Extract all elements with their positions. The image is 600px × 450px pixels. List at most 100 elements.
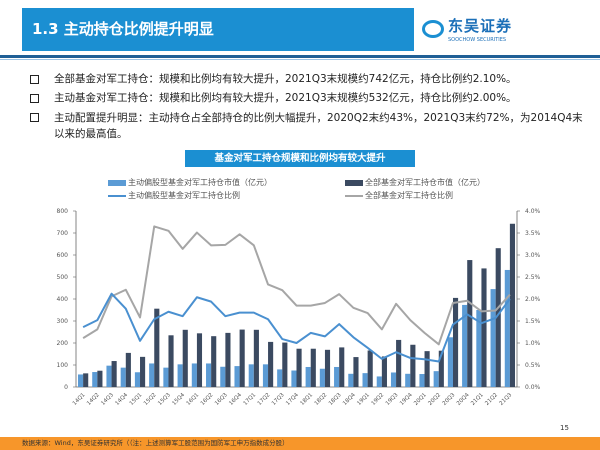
right-tick-label: 3.5% xyxy=(525,230,541,237)
right-tick-label: 1.5% xyxy=(525,318,541,325)
bar-all xyxy=(367,350,373,387)
bullet-text: 主动基金对军工持仓：规模和比例均有较大提升，2021Q3末规模约532亿元，持仓… xyxy=(54,92,517,104)
legend-label: 全部基金对军工持仓市值（亿元） xyxy=(365,178,485,187)
bar-active xyxy=(319,368,325,387)
x-tick-label: 21Q1 xyxy=(470,392,485,407)
footer-bar: 数据来源：Wind，东吴证券研究所（（注：上述测算军工股范围为国防军工申万指数成… xyxy=(0,437,600,450)
combo-chart: 0 100 200 300 400 500 600 700 800 0.0% 0.5% 1.0% 1.5… xyxy=(57,208,541,407)
bar-active xyxy=(462,304,468,387)
x-tick-label: 18Q4 xyxy=(342,392,357,407)
bar-all xyxy=(282,342,288,387)
bullet-item: 全部基金对军工持仓：规模和比例均有较大提升，2021Q3末规模约742亿元，持仓… xyxy=(30,70,590,89)
bar-active xyxy=(362,373,368,387)
bar-all xyxy=(452,297,459,387)
bar-all xyxy=(111,361,117,387)
x-tick-label: 20Q3 xyxy=(442,392,457,407)
x-tick-label: 15Q3 xyxy=(157,392,172,407)
x-tick-label: 18Q3 xyxy=(328,392,343,407)
bar-all xyxy=(83,373,89,387)
legend-swatch xyxy=(108,180,126,186)
legend-label: 主动偏股型基金对军工持仓市值（亿元） xyxy=(128,178,272,187)
left-tick-label: 500 xyxy=(57,274,69,281)
legend-item-all-line: 全部基金对军工持仓比例 xyxy=(345,191,453,201)
chart-title: 基金对军工持仓规模和比例均有较大提升 xyxy=(185,150,415,167)
bar-all xyxy=(239,329,245,387)
header-divider xyxy=(0,55,600,58)
bar-active xyxy=(234,366,240,387)
x-tick-label: 16Q4 xyxy=(228,392,243,407)
x-tick-label: 19Q3 xyxy=(385,392,400,407)
bar-all xyxy=(154,308,160,387)
bar-active xyxy=(262,364,269,387)
legend-item-all-bar: 全部基金对军工持仓市值（亿元） xyxy=(345,178,485,188)
x-tick-label: 20Q1 xyxy=(413,392,428,407)
x-tick-label: 16Q2 xyxy=(200,392,215,407)
bar-all xyxy=(381,356,387,387)
x-tick-label: 14Q2 xyxy=(86,392,101,407)
bullet-text: 全部基金对军工持仓：规模和比例均有较大提升，2021Q3末规模约742亿元，持仓… xyxy=(54,73,517,85)
x-tick-label: 15Q2 xyxy=(143,392,158,407)
x-tick-label: 17Q1 xyxy=(243,392,258,407)
right-tick-label: 0.0% xyxy=(525,384,541,391)
bar-all xyxy=(211,336,217,387)
x-tick-label: 17Q4 xyxy=(285,392,300,407)
bar-active xyxy=(163,367,169,387)
x-tick-label: 19Q4 xyxy=(399,392,414,407)
left-tick-label: 700 xyxy=(57,230,69,237)
bar-all xyxy=(168,335,174,387)
right-tick-label: 2.0% xyxy=(525,296,541,303)
left-tick-label: 200 xyxy=(57,340,69,347)
left-tick-label: 600 xyxy=(57,252,69,259)
legend-item-active-line: 主动偏股型基金对军工持仓比例 xyxy=(108,191,240,201)
bar-active xyxy=(134,372,141,387)
x-tick-label: 16Q1 xyxy=(186,392,201,407)
bar-all xyxy=(182,329,188,387)
bullet-item: 主动配置提升明显：主动持仓占全部持仓的比例大幅提升，2020Q2末约43%，20… xyxy=(30,108,590,142)
bar-all xyxy=(268,341,274,387)
bar-active xyxy=(447,337,453,387)
page-number: 15 xyxy=(560,424,569,432)
bar-all xyxy=(310,348,316,387)
bar-active xyxy=(476,310,482,387)
x-tick-label: 18Q2 xyxy=(314,392,329,407)
bar-all xyxy=(438,350,444,387)
bar-active xyxy=(106,365,112,387)
bar-active xyxy=(376,376,382,387)
legend-swatch xyxy=(108,195,126,197)
bullet-item: 主动基金对军工持仓：规模和比例均有较大提升，2021Q3末规模约532亿元，持仓… xyxy=(30,89,590,108)
bar-all xyxy=(324,349,331,387)
legend-item-active-bar: 主动偏股型基金对军工持仓市值（亿元） xyxy=(108,178,272,188)
bar-all xyxy=(296,348,302,387)
x-tick-label: 21Q2 xyxy=(484,392,499,407)
bar-active xyxy=(248,364,254,387)
bar-all xyxy=(396,339,402,387)
bar-active xyxy=(291,370,297,387)
legend-swatch xyxy=(345,195,363,197)
x-tick-label: 14Q4 xyxy=(114,392,129,407)
x-tick-label: 15Q1 xyxy=(129,392,144,407)
right-tick-label: 1.0% xyxy=(525,340,541,347)
logo-en: SOOCHOW SECURITIES xyxy=(448,37,507,43)
bar-all xyxy=(353,357,359,387)
line-active-ratio xyxy=(82,292,511,363)
bar-active xyxy=(334,366,340,387)
left-tick-label: 800 xyxy=(57,208,69,215)
bar-active xyxy=(177,364,183,387)
bullet-text: 主动配置提升明显：主动持仓占全部持仓的比例大幅提升，2020Q2末约43%，20… xyxy=(54,112,583,140)
bar-all xyxy=(140,356,146,387)
x-tick-label: 18Q1 xyxy=(299,392,314,407)
left-tick-label: 300 xyxy=(57,318,69,325)
bar-active xyxy=(504,269,510,387)
bar-active xyxy=(305,366,311,387)
bar-all xyxy=(125,352,131,387)
x-tick-label: 20Q2 xyxy=(427,392,442,407)
left-tick-label: 0 xyxy=(64,384,68,391)
x-tick-label: 17Q2 xyxy=(257,392,272,407)
x-tick-label: 21Q3 xyxy=(499,392,514,407)
bar-active xyxy=(191,363,197,387)
bar-active xyxy=(277,369,283,387)
bar-active xyxy=(77,374,84,387)
x-tick-label: 19Q1 xyxy=(356,392,371,407)
bar-all xyxy=(467,260,473,387)
x-tick-label: 16Q3 xyxy=(214,392,229,407)
